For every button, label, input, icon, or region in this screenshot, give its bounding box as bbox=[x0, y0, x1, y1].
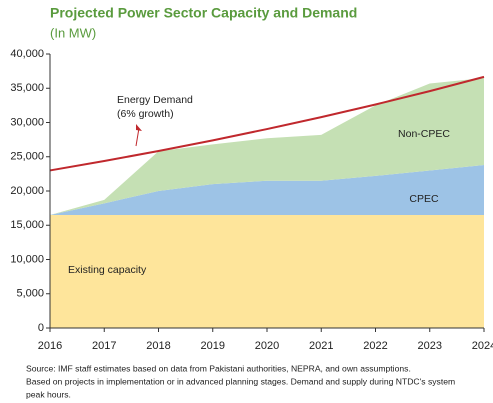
note: peak hours. bbox=[26, 389, 71, 399]
y-tick-label: 0 bbox=[38, 322, 44, 334]
note: Based on projects in implementation or i… bbox=[26, 376, 455, 386]
area bbox=[50, 77, 484, 215]
x-tick-label: 2017 bbox=[92, 340, 116, 352]
area bbox=[50, 214, 484, 328]
y-tick-label: 25,000 bbox=[10, 151, 44, 163]
arrow-head bbox=[136, 124, 142, 131]
series-label: Non-CPEC bbox=[398, 128, 450, 140]
x-tick-label: 2023 bbox=[418, 340, 442, 352]
line bbox=[49, 75, 485, 172]
x-tick-label: 2019 bbox=[201, 340, 225, 352]
series-label: Energy Demand bbox=[117, 94, 193, 106]
y-tick-label: 35,000 bbox=[10, 82, 44, 94]
series-label: CPEC bbox=[409, 193, 439, 205]
x-tick-label: 2020 bbox=[255, 340, 279, 352]
annotation: (6% growth) bbox=[117, 108, 174, 120]
y-tick-label: 30,000 bbox=[10, 116, 44, 128]
chart-subtitle: (In MW) bbox=[50, 25, 96, 40]
y-tick-label: 40,000 bbox=[10, 48, 44, 60]
plot: Existing capacity CPEC Non-CPEC 0 5,000 10,00… bbox=[10, 48, 493, 352]
x-tick-label: 2018 bbox=[146, 340, 170, 352]
x-tick-label: 2024 bbox=[472, 340, 493, 352]
y-tick-label: 15,000 bbox=[10, 219, 44, 231]
x-tick-label: 2022 bbox=[363, 340, 387, 352]
x-tick-label: 2021 bbox=[309, 340, 333, 352]
annotation-arrow bbox=[135, 127, 140, 147]
chart-title: Projected Power Sector Capacity and Dema… bbox=[50, 5, 357, 21]
y-tick-label: 5,000 bbox=[16, 288, 44, 300]
x-tick-label: 2016 bbox=[38, 340, 62, 352]
note: Source: IMF staff estimates based on dat… bbox=[26, 363, 411, 373]
y-tick-label: 10,000 bbox=[10, 253, 44, 265]
area bbox=[50, 164, 484, 215]
series-label: Existing capacity bbox=[68, 264, 147, 276]
y-tick-label: 20,000 bbox=[10, 185, 44, 197]
